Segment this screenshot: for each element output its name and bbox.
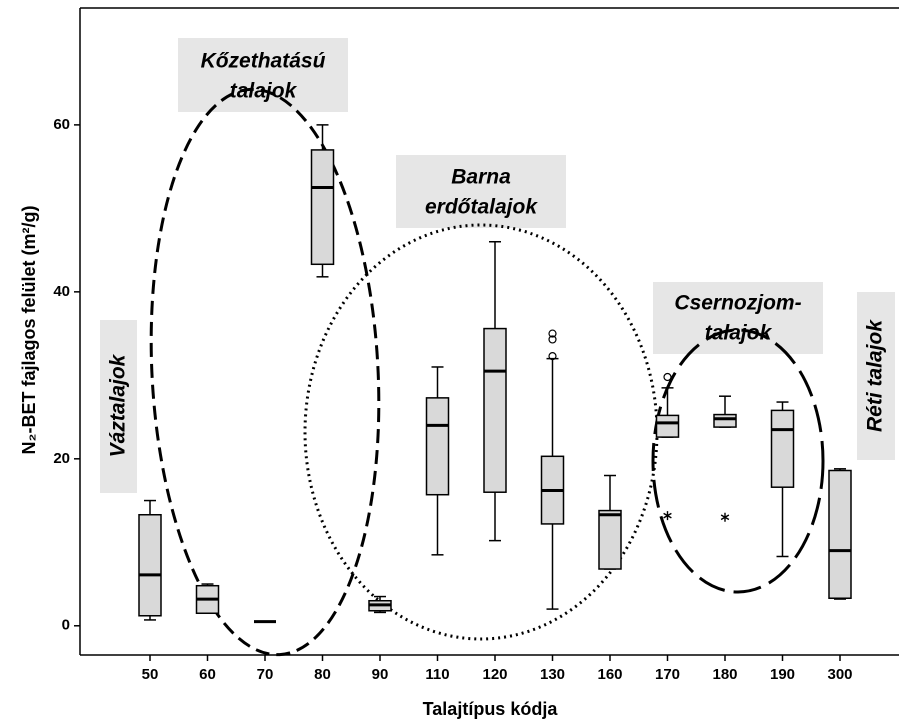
annotation: Kőzethatású [201,50,326,73]
group-ellipse [303,223,659,641]
x-tick-label: 70 [257,666,274,683]
x-tick-label: 170 [655,666,680,683]
annotation: Váztalajok [107,353,130,457]
extreme [663,511,672,521]
y-tick-label: 20 [53,450,70,467]
annotations: Kőzethatású talajok Barna erdőtalajok Cserno… [107,50,887,458]
y-tick-label: 40 [53,283,70,300]
x-tick-label: 130 [540,666,565,683]
x-tick-label: 60 [199,666,216,683]
x-tick-label: 190 [770,666,795,683]
group-ellipse [149,87,381,657]
outlier [548,329,557,338]
annotation: Réti talajok [864,319,887,432]
box [655,414,680,438]
box [770,409,795,488]
y-tick-label: 60 [53,116,70,133]
box [483,327,507,493]
annotation: erdőtalajok [425,196,538,219]
annotation: Barna [451,166,511,189]
x-tick-label: 110 [425,666,449,683]
outlier [548,335,557,344]
x-tick-label: 180 [712,666,737,683]
outlier [663,372,672,382]
x-tick-label: 90 [372,666,389,683]
box [425,397,450,496]
x-tick-label: 300 [827,666,852,683]
extreme [720,512,730,522]
x-tick-label: 160 [597,666,622,683]
box [828,469,852,599]
annotation-box [857,292,895,460]
group-ellipse [651,328,825,594]
x-tick-label: 120 [482,666,507,683]
x-axis-label: Talajtípus kódja [423,699,559,719]
outlier [548,352,557,361]
annotation: talajok [705,322,773,345]
box [713,413,737,428]
annotation-box [653,282,823,354]
x-tick-label: 80 [314,666,331,683]
annotation-box [100,320,137,493]
annotation-box [178,38,348,112]
y-tick-label: 0 [62,617,70,634]
box [138,513,162,617]
y-axis-label: N₂-BET fajlagos felület (m²/g) [19,205,39,454]
annotation-box [396,155,566,228]
x-tick-label: 50 [142,666,159,683]
annotation: Csernozjom- [674,292,801,315]
annotation: talajok [230,80,298,103]
box [598,509,622,570]
box [310,149,335,266]
